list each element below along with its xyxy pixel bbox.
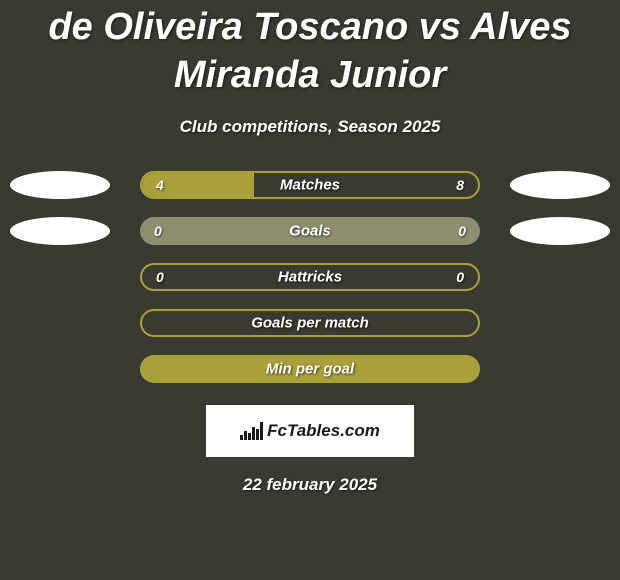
stat-bar: Min per goal [140, 355, 480, 383]
stat-label: Goals [140, 223, 480, 240]
stat-row: 48Matches [0, 171, 620, 199]
logo-bars-icon [240, 422, 263, 440]
date-label: 22 february 2025 [0, 475, 620, 495]
stat-label: Min per goal [140, 361, 480, 378]
player-avatar-right [510, 171, 610, 199]
stat-bar: 00Goals [140, 217, 480, 245]
comparison-chart: 48Matches 00Goals 00Hattricks Goals per mat… [0, 171, 620, 383]
stat-bar: 00Hattricks [140, 263, 480, 291]
stat-row: Goals per match [0, 309, 620, 337]
stat-bar: 48Matches [140, 171, 480, 199]
logo-text: FcTables.com [267, 421, 380, 441]
stat-label: Matches [142, 177, 478, 194]
stat-row: 00Goals [0, 217, 620, 245]
player-avatar-left [10, 171, 110, 199]
player-avatar-left [10, 217, 110, 245]
subtitle: Club competitions, Season 2025 [0, 117, 620, 137]
stat-label: Goals per match [142, 315, 478, 332]
stat-row: 00Hattricks [0, 263, 620, 291]
stat-label: Hattricks [142, 269, 478, 286]
logo-box: FcTables.com [206, 405, 414, 457]
stat-bar: Goals per match [140, 309, 480, 337]
player-avatar-right [510, 217, 610, 245]
page-title: de Oliveira Toscano vs Alves Miranda Jun… [0, 0, 620, 99]
stat-row: Min per goal [0, 355, 620, 383]
